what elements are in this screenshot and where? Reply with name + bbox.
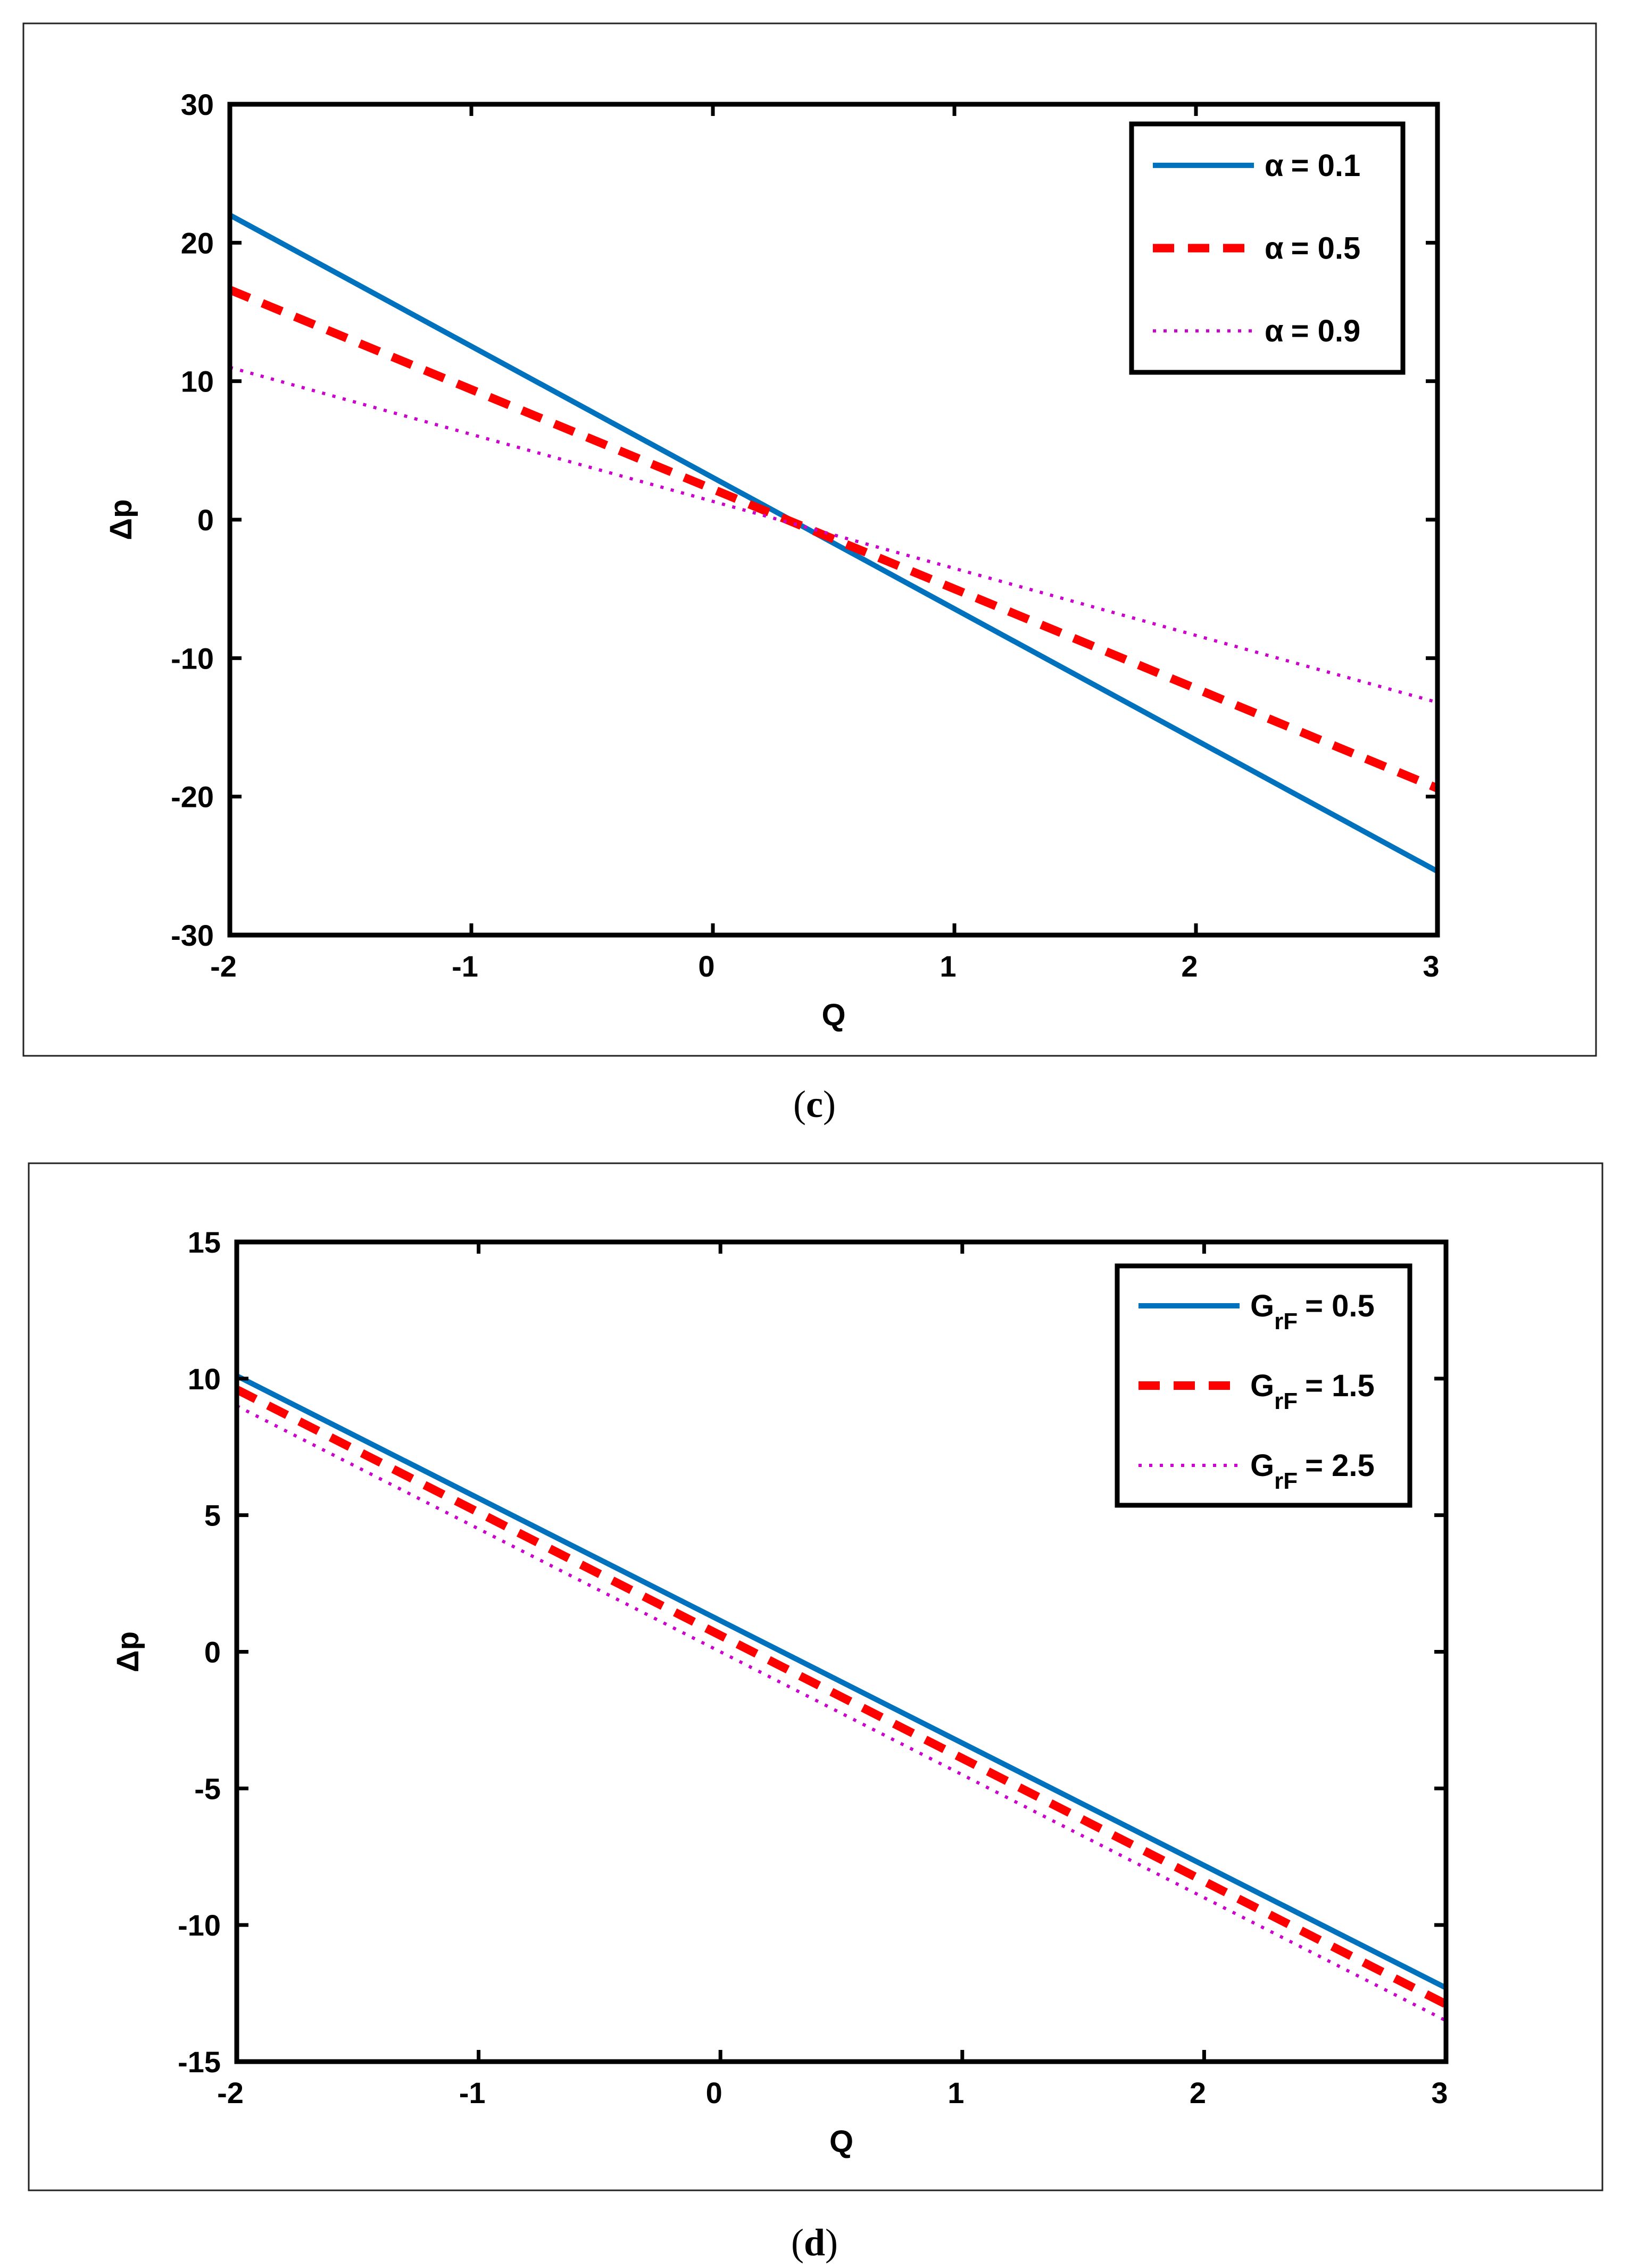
legend-symbol: G	[1250, 1289, 1274, 1323]
legend-value: = 0.5	[1291, 231, 1361, 266]
legend-label-3: α = 0.9	[1265, 314, 1360, 348]
x-tick-label: 2	[1181, 949, 1198, 983]
x-tick-label: -2	[210, 949, 237, 983]
x-tick-label: 1	[948, 2076, 964, 2109]
x-tick-label: 0	[706, 2076, 722, 2109]
legend-value: = 2.5	[1305, 1448, 1375, 1483]
legend-label-1: GrF = 0.5	[1250, 1289, 1375, 1335]
legend-subscript: rF	[1274, 1308, 1298, 1335]
x-tick-label: 0	[698, 949, 714, 983]
x-tick-label: -2	[217, 2076, 244, 2109]
y-axis-label: Δp	[111, 1631, 145, 1672]
caption-open-paren: (	[791, 2221, 804, 2264]
y-tick-label: -15	[178, 2045, 221, 2079]
y-tick-label: -10	[171, 641, 214, 675]
y-tick-label: -10	[178, 1908, 221, 1942]
legend-label-2: α = 0.5	[1265, 231, 1360, 266]
y-tick-label: 10	[181, 365, 214, 398]
caption-close-paren: )	[825, 2221, 838, 2264]
legend-value: = 1.5	[1305, 1369, 1375, 1403]
legend-symbol: G	[1250, 1448, 1274, 1483]
x-tick-label: 1	[940, 949, 956, 983]
legend-symbol: α	[1265, 314, 1284, 348]
caption-letter: c	[806, 1083, 823, 1125]
legend-symbol: α	[1265, 231, 1284, 266]
y-tick-label: 0	[197, 503, 214, 537]
legend-value: = 0.1	[1291, 148, 1361, 183]
series-line-2	[230, 286, 1437, 793]
legend-symbol: G	[1250, 1369, 1274, 1403]
legend-label-3: GrF = 2.5	[1250, 1448, 1375, 1494]
legend-subscript: rF	[1274, 1468, 1298, 1494]
y-tick-label: 5	[204, 1499, 221, 1532]
x-tick-label: -1	[459, 2076, 486, 2109]
figure-frame	[22, 22, 1597, 1057]
x-axis-label: Q	[821, 998, 845, 1032]
y-tick-label: 10	[188, 1362, 221, 1396]
y-tick-label: 20	[181, 226, 214, 260]
caption-close-paren: )	[823, 1083, 836, 1125]
panel-caption: (c)	[793, 1083, 836, 1125]
x-tick-label: 3	[1431, 2076, 1448, 2109]
series-line-2	[237, 1386, 1446, 2008]
y-tick-label: 30	[181, 88, 214, 121]
legend-value: = 0.5	[1305, 1289, 1375, 1323]
legend-symbol: α	[1265, 148, 1284, 183]
caption-letter: d	[804, 2221, 825, 2264]
x-axis-label: Q	[829, 2124, 853, 2159]
series-line-3	[237, 1404, 1446, 2022]
x-tick-label: 3	[1423, 949, 1439, 983]
y-tick-label: -5	[194, 1772, 221, 1805]
y-tick-label: -20	[171, 780, 214, 814]
x-tick-label: 2	[1190, 2076, 1206, 2109]
legend-label-2: GrF = 1.5	[1250, 1369, 1375, 1414]
y-tick-label: 15	[188, 1225, 221, 1259]
legend-subscript: rF	[1274, 1388, 1298, 1414]
y-axis-label: Δp	[104, 499, 138, 540]
y-tick-label: -30	[171, 919, 214, 952]
series-line-1	[237, 1373, 1446, 1990]
y-tick-label: 0	[204, 1636, 221, 1669]
figure-frame	[28, 1162, 1603, 2191]
series-line-3	[230, 365, 1437, 704]
panel-caption: (d)	[791, 2221, 838, 2264]
caption-open-paren: (	[793, 1083, 806, 1125]
x-tick-label: -1	[452, 949, 478, 983]
legend-label-1: α = 0.1	[1265, 148, 1360, 183]
legend-value: = 0.9	[1291, 314, 1361, 348]
series-line-1	[230, 212, 1437, 874]
